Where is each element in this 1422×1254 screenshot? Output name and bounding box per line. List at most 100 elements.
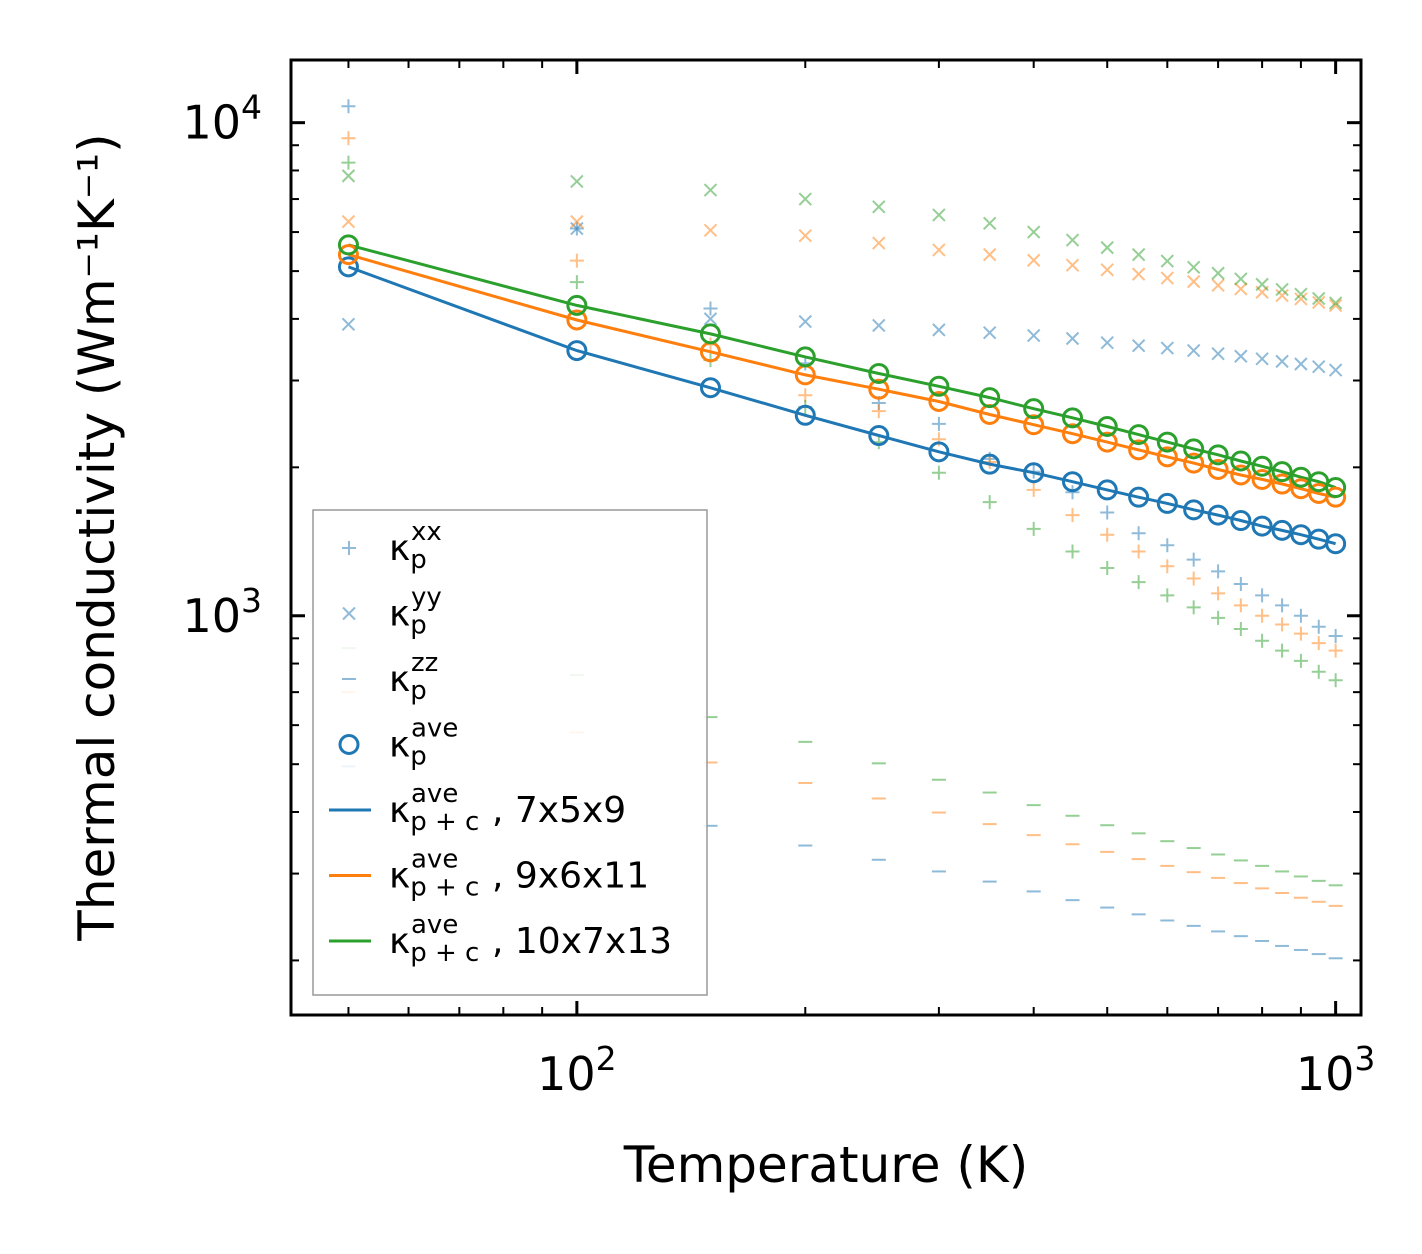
point-kave-9x6x11-600-glyph xyxy=(1156,446,1178,468)
point-kxx-10x7x13-750 xyxy=(1233,622,1248,637)
series-kyy-7x5x9 xyxy=(341,221,1343,377)
point-kxx-9x6x11-700 xyxy=(1211,586,1226,601)
point-kyy-10x7x13-250-glyph xyxy=(872,200,886,214)
point-kyy-7x5x9-900 xyxy=(1294,357,1308,371)
series-kzz-9x6x11 xyxy=(341,691,1343,907)
point-kyy-9x6x11-300 xyxy=(932,243,946,257)
point-kyy-7x5x9-400 xyxy=(1026,328,1041,343)
point-kxx-9x6x11-100-glyph xyxy=(569,253,584,268)
point-kave-9x6x11-800 xyxy=(1251,468,1273,490)
data-layer xyxy=(337,99,1347,960)
point-kave-9x6x11-550 xyxy=(1128,439,1150,461)
point-kyy-10x7x13-900 xyxy=(1294,287,1308,301)
point-kyy-7x5x9-800 xyxy=(1255,352,1269,366)
point-kave-7x5x9-850 xyxy=(1271,519,1293,541)
point-kave-10x7x13-400-glyph xyxy=(1023,398,1045,420)
point-kyy-10x7x13-100-glyph xyxy=(570,174,584,189)
point-kave-9x6x11-550-glyph xyxy=(1128,439,1150,461)
point-kxx-7x5x9-500 xyxy=(1100,505,1115,520)
point-kave-10x7x13-700-glyph xyxy=(1207,444,1229,466)
point-kyy-9x6x11-750 xyxy=(1234,282,1248,296)
x-tick-label-100: 102 xyxy=(537,1039,617,1101)
point-kxx-10x7x13-50 xyxy=(341,155,356,170)
point-kyy-7x5x9-650-glyph xyxy=(1186,343,1201,358)
point-kxx-9x6x11-450-glyph xyxy=(1065,508,1080,523)
point-kyy-9x6x11-400-glyph xyxy=(1026,253,1041,267)
point-kave-7x5x9-800-glyph xyxy=(1251,515,1273,537)
point-kave-9x6x11-50-glyph xyxy=(337,244,359,266)
point-kxx-9x6x11-100 xyxy=(569,253,584,268)
point-kxx-10x7x13-100-glyph xyxy=(569,275,584,290)
point-kyy-10x7x13-950-glyph xyxy=(1312,291,1326,306)
point-kxx-9x6x11-750 xyxy=(1233,598,1248,613)
point-kave-10x7x13-250 xyxy=(868,362,890,384)
point-kxx-9x6x11-650-glyph xyxy=(1186,571,1201,586)
point-kyy-9x6x11-550 xyxy=(1131,267,1146,281)
point-kyy-9x6x11-900-glyph xyxy=(1294,292,1308,306)
point-kxx-10x7x13-550-glyph xyxy=(1131,575,1146,590)
point-kxx-7x5x9-850-glyph xyxy=(1275,598,1290,613)
point-kyy-10x7x13-250 xyxy=(872,200,886,214)
point-kave-10x7x13-100 xyxy=(566,294,588,316)
point-kyy-10x7x13-100 xyxy=(570,174,584,189)
y-tick-label-1000-exp: 3 xyxy=(241,581,262,620)
point-kxx-9x6x11-900 xyxy=(1293,626,1308,641)
legend-suffix-5: , 9x6x11 xyxy=(492,856,649,897)
point-kyy-7x5x9-950 xyxy=(1312,359,1326,374)
point-kyy-7x5x9-550 xyxy=(1131,338,1146,353)
legend-symbol-3: κ xyxy=(389,725,410,766)
point-kyy-7x5x9-550-glyph xyxy=(1131,338,1146,353)
point-kyy-7x5x9-200 xyxy=(798,314,812,329)
point-kave-10x7x13-200 xyxy=(794,346,816,368)
point-kxx-9x6x11-750-glyph xyxy=(1233,598,1248,613)
point-kave-10x7x13-150 xyxy=(699,323,721,345)
point-kyy-9x6x11-150-glyph xyxy=(703,223,718,237)
point-kxx-9x6x11-650 xyxy=(1186,571,1201,586)
point-kxx-9x6x11-950-glyph xyxy=(1311,636,1326,651)
legend-sup-1: yy xyxy=(411,583,442,613)
point-kave-10x7x13-50-glyph xyxy=(337,234,359,256)
point-kave-9x6x11-850 xyxy=(1271,473,1293,495)
point-kave-10x7x13-550-glyph xyxy=(1128,424,1150,446)
point-kyy-10x7x13-200-glyph xyxy=(798,192,812,206)
x-tick-label-1000-base: 10 xyxy=(1296,1047,1355,1101)
point-kave-7x5x9-700 xyxy=(1207,504,1229,526)
point-kyy-10x7x13-300 xyxy=(932,208,946,222)
series-kpc-9x6x11 xyxy=(348,253,1336,499)
y-tick-label-10000-base: 10 xyxy=(182,96,241,150)
point-kxx-7x5x9-600 xyxy=(1160,538,1175,553)
point-kyy-9x6x11-500 xyxy=(1100,263,1114,277)
point-kyy-10x7x13-50-glyph xyxy=(341,169,356,183)
point-kxx-10x7x13-350 xyxy=(982,495,997,510)
point-kyy-9x6x11-50 xyxy=(341,214,356,229)
point-kxx-7x5x9-950-glyph xyxy=(1311,619,1326,634)
point-kyy-9x6x11-100 xyxy=(570,214,584,229)
point-kyy-10x7x13-450 xyxy=(1065,233,1080,247)
point-kyy-9x6x11-850 xyxy=(1275,288,1289,303)
legend-symbol-4: κ xyxy=(389,790,410,831)
legend-sub-5: p + c xyxy=(410,873,479,903)
point-kxx-9x6x11-850 xyxy=(1275,617,1290,632)
point-kave-9x6x11-400-glyph xyxy=(1023,414,1045,436)
point-kave-7x5x9-250-glyph xyxy=(868,425,890,447)
series-line-kpc-10x7x13 xyxy=(348,243,1337,489)
point-kyy-10x7x13-500 xyxy=(1100,240,1114,255)
point-kave-9x6x11-1000-glyph xyxy=(1325,486,1347,508)
point-kyy-9x6x11-350-glyph xyxy=(982,247,997,262)
point-kxx-9x6x11-550-glyph xyxy=(1131,544,1146,559)
point-kyy-9x6x11-250 xyxy=(872,236,886,250)
point-kave-9x6x11-800-glyph xyxy=(1251,468,1273,490)
point-kyy-9x6x11-450-glyph xyxy=(1065,258,1080,272)
point-kxx-10x7x13-800 xyxy=(1255,633,1270,648)
point-kave-7x5x9-300-glyph xyxy=(928,441,950,463)
legend-label-5: κp + c xyxy=(389,856,479,903)
point-kave-7x5x9-650-glyph xyxy=(1183,499,1205,521)
point-kxx-9x6x11-500-glyph xyxy=(1100,527,1115,542)
legend-sub-0: p xyxy=(410,545,427,575)
point-kyy-10x7x13-850 xyxy=(1275,282,1289,297)
point-kyy-7x5x9-600 xyxy=(1160,341,1175,355)
